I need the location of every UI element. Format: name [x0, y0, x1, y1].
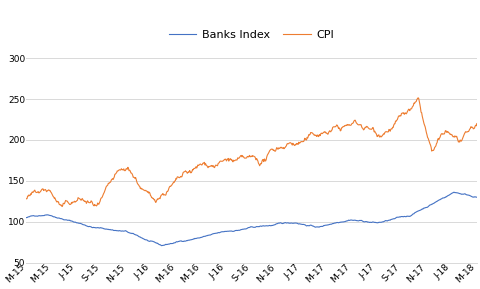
- Banks Index: [24, 216, 30, 219]
- Banks Index: [473, 195, 479, 199]
- CPI: [473, 122, 479, 125]
- Banks Index: [87, 225, 93, 228]
- CPI: [88, 199, 94, 203]
- CPI: [59, 205, 65, 208]
- CPI: [24, 197, 29, 201]
- Line: Banks Index: Banks Index: [26, 192, 476, 246]
- Banks Index: [24, 216, 29, 219]
- Banks Index: [87, 225, 93, 228]
- Banks Index: [155, 242, 161, 245]
- CPI: [87, 201, 93, 204]
- Legend: Banks Index, CPI: Banks Index, CPI: [164, 26, 338, 45]
- Banks Index: [158, 244, 164, 247]
- Line: CPI: CPI: [26, 98, 476, 207]
- CPI: [414, 96, 420, 99]
- Banks Index: [229, 229, 235, 233]
- CPI: [24, 194, 30, 198]
- CPI: [156, 197, 161, 200]
- Banks Index: [450, 190, 456, 194]
- CPI: [229, 159, 235, 163]
- CPI: [106, 182, 111, 185]
- Banks Index: [105, 227, 111, 231]
